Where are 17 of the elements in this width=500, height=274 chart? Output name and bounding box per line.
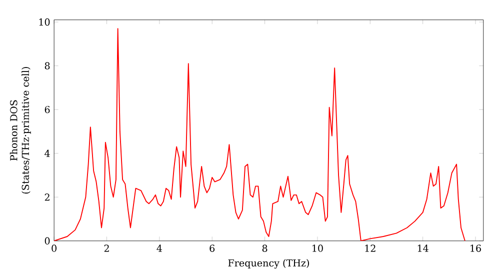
x-axis-title: Frequency (THz): [228, 259, 309, 268]
x-tick-label: 8: [262, 244, 268, 252]
x-tick-label: 6: [210, 244, 215, 252]
x-tick-label: 14: [418, 244, 428, 252]
x-tick-label: 10: [312, 244, 323, 252]
x-tick-label: 12: [365, 244, 376, 252]
x-tick-label: 16: [470, 244, 481, 252]
x-tick-label: 4: [156, 244, 162, 252]
y-tick-label: 0: [44, 237, 50, 244]
y-tick-label: 10: [39, 18, 50, 26]
y-tick-label: 2: [44, 193, 50, 201]
y-tick-label: 4: [44, 150, 50, 157]
y-tick-label: 6: [44, 106, 50, 114]
y-axis-title: Phonon DOS (States/THz·primitive cell): [10, 66, 31, 194]
x-tick-label: 0: [52, 244, 56, 252]
x-tick-label: 2: [104, 244, 109, 252]
y-tick-label: 8: [44, 62, 50, 70]
